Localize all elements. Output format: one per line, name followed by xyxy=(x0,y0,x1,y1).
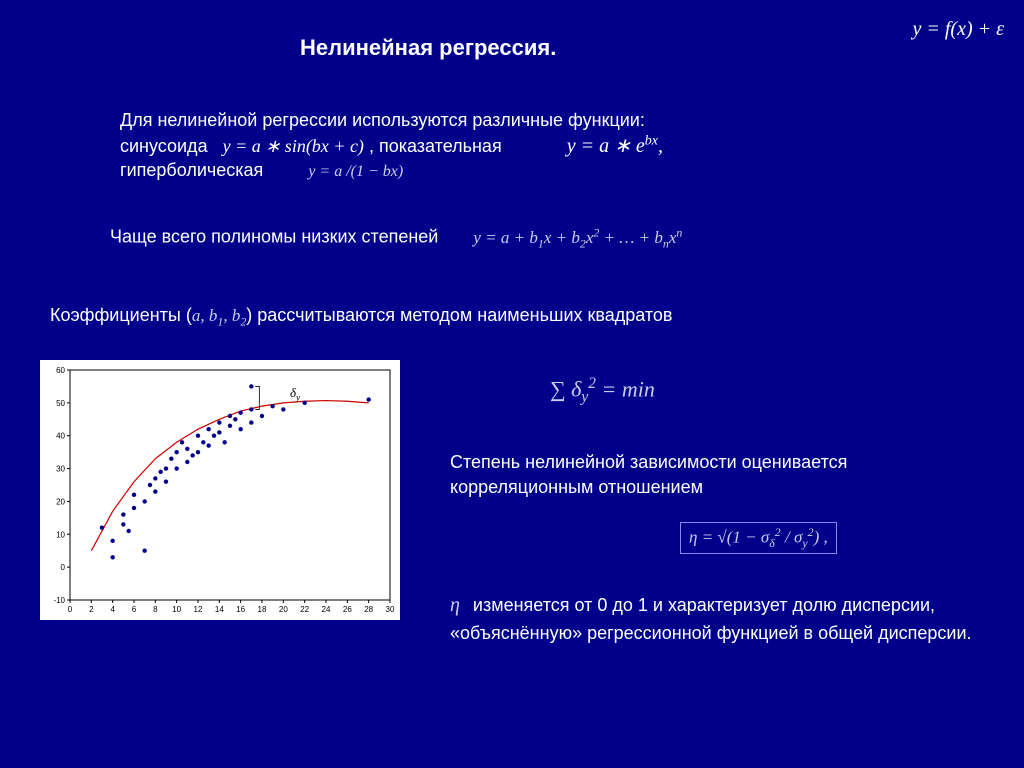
svg-text:22: 22 xyxy=(300,605,309,614)
top-formula: y = f(x) + ε xyxy=(912,18,1004,41)
poly-formula: y = a + b1x + b2x2 + … + bnxn xyxy=(473,228,682,247)
svg-text:0: 0 xyxy=(68,605,73,614)
hyp-label: гиперболическая xyxy=(120,160,263,180)
svg-text:16: 16 xyxy=(236,605,245,614)
corr-text: Степень нелинейной зависимости оценивает… xyxy=(450,450,990,500)
svg-text:24: 24 xyxy=(322,605,331,614)
svg-text:4: 4 xyxy=(110,605,115,614)
svg-text:50: 50 xyxy=(56,399,65,408)
eta-desc: η изменяется от 0 до 1 и характеризует д… xyxy=(450,590,995,647)
sum-formula: ∑ δy2 = min xyxy=(550,375,655,407)
svg-text:10: 10 xyxy=(56,530,65,539)
coef-line: Коэффициенты (a, b1, b2) рассчитываются … xyxy=(50,305,1000,329)
coef-formula: a, b1, b2 xyxy=(192,306,246,325)
svg-text:40: 40 xyxy=(56,432,65,441)
svg-text:20: 20 xyxy=(56,497,65,506)
eta-formula: η = √(1 − σδ2 / σy2) , xyxy=(680,522,837,554)
page-title: Нелинейная регрессия. xyxy=(300,35,556,61)
regression-chart: -100102030405060024681012141618202224262… xyxy=(40,360,400,620)
svg-text:10: 10 xyxy=(172,605,181,614)
svg-text:30: 30 xyxy=(56,465,65,474)
poly-line: Чаще всего полиномы низких степеней y = … xyxy=(110,225,1010,251)
coef-suffix: ) рассчитываются методом наименьших квад… xyxy=(246,305,672,325)
coef-prefix: Коэффициенты ( xyxy=(50,305,192,325)
svg-text:8: 8 xyxy=(153,605,158,614)
intro-line1: Для нелинейной регрессии используются ра… xyxy=(120,110,970,131)
exp-formula: y = a ∗ ebx, xyxy=(567,135,663,157)
svg-text:2: 2 xyxy=(89,605,94,614)
eta-text: изменяется от 0 до 1 и характеризует дол… xyxy=(450,595,972,643)
svg-text:30: 30 xyxy=(386,605,395,614)
sin-formula: y = a ∗ sin(bx + c) xyxy=(223,136,364,156)
svg-text:-10: -10 xyxy=(53,596,65,605)
svg-text:20: 20 xyxy=(279,605,288,614)
exp-label: , показательная xyxy=(369,136,502,156)
svg-text:18: 18 xyxy=(258,605,267,614)
intro-block: Для нелинейной регрессии используются ра… xyxy=(120,110,970,181)
eta-symbol: η xyxy=(450,594,460,616)
svg-text:26: 26 xyxy=(343,605,352,614)
svg-text:6: 6 xyxy=(132,605,137,614)
svg-text:28: 28 xyxy=(364,605,373,614)
svg-text:14: 14 xyxy=(215,605,224,614)
hyp-formula: y = a /(1 − bx) xyxy=(308,163,403,180)
svg-text:0: 0 xyxy=(61,563,66,572)
poly-label: Чаще всего полиномы низких степеней xyxy=(110,227,438,247)
sin-label: синусоида xyxy=(120,136,208,156)
svg-text:12: 12 xyxy=(194,605,203,614)
delta-y-label: δy xyxy=(290,385,300,403)
svg-text:60: 60 xyxy=(56,366,65,375)
